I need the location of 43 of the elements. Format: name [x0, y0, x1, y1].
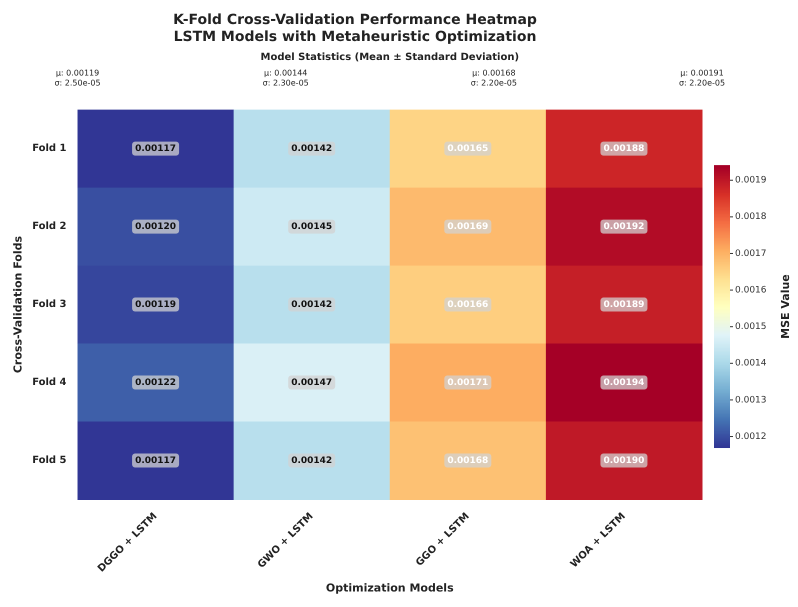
- color-bar-label: 0.0012: [735, 432, 766, 442]
- y-tick-label: Fold 3: [32, 299, 67, 310]
- color-bar-label: 0.0017: [735, 248, 766, 259]
- text: μ: 0.00168 σ: 2.20e-05: [470, 68, 517, 88]
- data-label: 0.00142: [291, 456, 332, 466]
- data-label: 0.00119: [135, 300, 176, 310]
- data-label: 0.00171: [447, 378, 488, 388]
- text: μ: 0.00119 σ: 2.50e-05: [54, 68, 101, 88]
- data-label: 0.00166: [447, 300, 488, 310]
- y-tick-label: Fold 4: [32, 377, 67, 388]
- data-label: 0.00145: [291, 222, 332, 232]
- data-label: 0.00117: [135, 144, 176, 154]
- chart-title: K-Fold Cross-Validation Performance Heatmap: [173, 12, 537, 28]
- color-bar-label: 0.0018: [735, 212, 767, 222]
- x-axis-title: Optimization Models: [326, 581, 454, 594]
- y-tick-label: Fold 2: [32, 221, 67, 232]
- data-label: 0.00168: [447, 456, 488, 466]
- data-label: 0.00190: [603, 456, 644, 466]
- data-label: 0.00194: [603, 378, 644, 388]
- data-label: 0.00188: [603, 144, 644, 154]
- text: μ: 0.00144 σ: 2.30e-05: [262, 68, 309, 88]
- data-label: 0.00189: [603, 300, 644, 310]
- color-bar-label: 0.0013: [735, 395, 766, 406]
- color-bar-label: 0.0019: [735, 176, 767, 186]
- data-label: 0.00120: [135, 222, 176, 232]
- text: Model Statistics (Mean ± Standard Deviation): [260, 52, 520, 64]
- color-bar-label: 0.0014: [735, 358, 767, 369]
- data-label: 0.00122: [135, 378, 176, 388]
- color-bar-title: MSE Value: [778, 274, 792, 339]
- color-bar-label: 0.0016: [735, 285, 767, 296]
- data-label: 0.00117: [135, 456, 176, 466]
- chart-subtitle: LSTM Models with Metaheuristic Optimization: [174, 28, 536, 45]
- y-tick-label: Fold 1: [32, 143, 67, 154]
- data-label: 0.00192: [603, 222, 644, 232]
- y-axis-title: Cross-Validation Folds: [11, 236, 24, 374]
- data-label: 0.00165: [447, 144, 488, 154]
- data-label: 0.00147: [291, 378, 332, 388]
- data-label: 0.00142: [291, 300, 332, 310]
- data-label: 0.00142: [291, 144, 332, 154]
- text: μ: 0.00191 σ: 2.20e-05: [678, 68, 726, 88]
- y-tick-label: Fold 5: [32, 455, 67, 466]
- color-bar-label: 0.0015: [735, 322, 766, 332]
- data-label: 0.00169: [447, 222, 488, 232]
